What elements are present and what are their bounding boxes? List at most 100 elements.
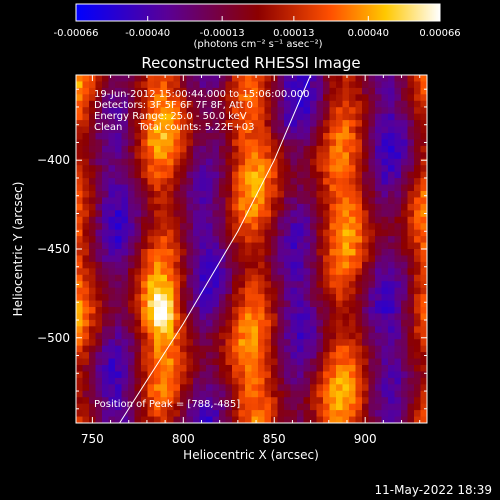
heatmap-cell — [258, 287, 266, 295]
footer-date: 11-May-2022 18:39 — [375, 483, 492, 497]
heatmap-cell — [134, 171, 142, 179]
heatmap-cell — [186, 377, 194, 385]
heatmap-cell — [134, 358, 142, 366]
heatmap-cell — [225, 152, 233, 160]
heatmap-cell — [160, 216, 168, 224]
heatmap-cell — [128, 203, 136, 211]
heatmap-cell — [238, 410, 246, 418]
heatmap-cell — [212, 339, 220, 347]
heatmap-cell — [414, 281, 422, 289]
heatmap-cell — [375, 352, 383, 360]
heatmap-cell — [186, 410, 194, 418]
heatmap-cell — [134, 274, 142, 282]
heatmap-cell — [362, 87, 370, 95]
heatmap-cell — [167, 365, 175, 373]
heatmap-cell — [219, 203, 227, 211]
heatmap-cell — [290, 184, 298, 192]
heatmap-cell — [375, 242, 383, 250]
heatmap-cell — [394, 94, 402, 102]
heatmap-cell — [420, 139, 427, 147]
heatmap-cell — [232, 94, 240, 102]
heatmap-cell — [160, 171, 168, 179]
heatmap-cell — [342, 210, 350, 218]
heatmap-cell — [407, 120, 415, 128]
heatmap-cell — [251, 158, 259, 166]
heatmap-cell — [186, 203, 194, 211]
heatmap-cell — [232, 332, 240, 340]
heatmap-cell — [342, 100, 350, 108]
heatmap-cell — [147, 184, 155, 192]
heatmap-cell — [141, 403, 149, 411]
heatmap-cell — [258, 397, 266, 405]
heatmap-cell — [297, 203, 305, 211]
heatmap-cell — [238, 81, 246, 89]
heatmap-cell — [355, 171, 363, 179]
heatmap-cell — [219, 287, 227, 295]
heatmap-cell — [258, 152, 266, 160]
heatmap-cell — [355, 203, 363, 211]
heatmap-cell — [147, 229, 155, 237]
heatmap-cell — [414, 165, 422, 173]
heatmap-cell — [141, 191, 149, 199]
heatmap-cell — [95, 81, 103, 89]
heatmap-cell — [401, 345, 409, 353]
heatmap-cell — [167, 94, 175, 102]
heatmap-cell — [368, 81, 376, 89]
heatmap-cell — [95, 345, 103, 353]
heatmap-cell — [394, 365, 402, 373]
heatmap-cell — [212, 171, 220, 179]
heatmap-cell — [401, 242, 409, 250]
heatmap-cell — [264, 223, 272, 231]
heatmap-cell — [95, 416, 103, 423]
heatmap-cell — [401, 223, 409, 231]
heatmap-cell — [355, 94, 363, 102]
heatmap-cell — [303, 319, 311, 327]
heatmap-cell — [206, 307, 214, 315]
heatmap-cell — [258, 81, 266, 89]
heatmap-cell — [264, 287, 272, 295]
heatmap-cell — [245, 313, 253, 321]
heatmap-cell — [232, 178, 240, 186]
heatmap-cell — [232, 307, 240, 315]
heatmap-cell — [336, 397, 344, 405]
heatmap-cell — [186, 345, 194, 353]
heatmap-cell — [401, 319, 409, 327]
heatmap-cell — [232, 133, 240, 141]
heatmap-cell — [108, 139, 116, 147]
heatmap-cell — [303, 294, 311, 302]
heatmap-cell — [251, 75, 259, 83]
heatmap-cell — [76, 307, 84, 315]
heatmap-cell — [277, 255, 285, 263]
heatmap-cell — [290, 377, 298, 385]
heatmap-cell — [76, 100, 84, 108]
heatmap-cell — [232, 403, 240, 411]
heatmap-cell — [134, 268, 142, 276]
heatmap-cell — [108, 165, 116, 173]
heatmap-cell — [303, 377, 311, 385]
heatmap-cell — [238, 126, 246, 134]
heatmap-cell — [212, 255, 220, 263]
heatmap-cell — [388, 229, 396, 237]
heatmap-cell — [121, 255, 129, 263]
heatmap-cell — [420, 274, 427, 282]
heatmap-cell — [420, 326, 427, 334]
heatmap-cell — [362, 313, 370, 321]
heatmap-cell — [394, 81, 402, 89]
heatmap-cell — [375, 229, 383, 237]
heatmap-cell — [284, 191, 292, 199]
heatmap-cell — [381, 358, 389, 366]
heatmap-cell — [160, 81, 168, 89]
heatmap-cell — [323, 171, 331, 179]
heatmap-cell — [290, 416, 298, 423]
heatmap-cell — [355, 197, 363, 205]
heatmap-cell — [329, 261, 337, 269]
heatmap-cell — [167, 397, 175, 405]
heatmap-cell — [362, 223, 370, 231]
heatmap-cell — [407, 113, 415, 121]
heatmap-cell — [225, 165, 233, 173]
heatmap-cell — [355, 371, 363, 379]
heatmap-cell — [277, 358, 285, 366]
heatmap-cell — [264, 416, 272, 423]
heatmap-cell — [277, 274, 285, 282]
heatmap-cell — [329, 203, 337, 211]
